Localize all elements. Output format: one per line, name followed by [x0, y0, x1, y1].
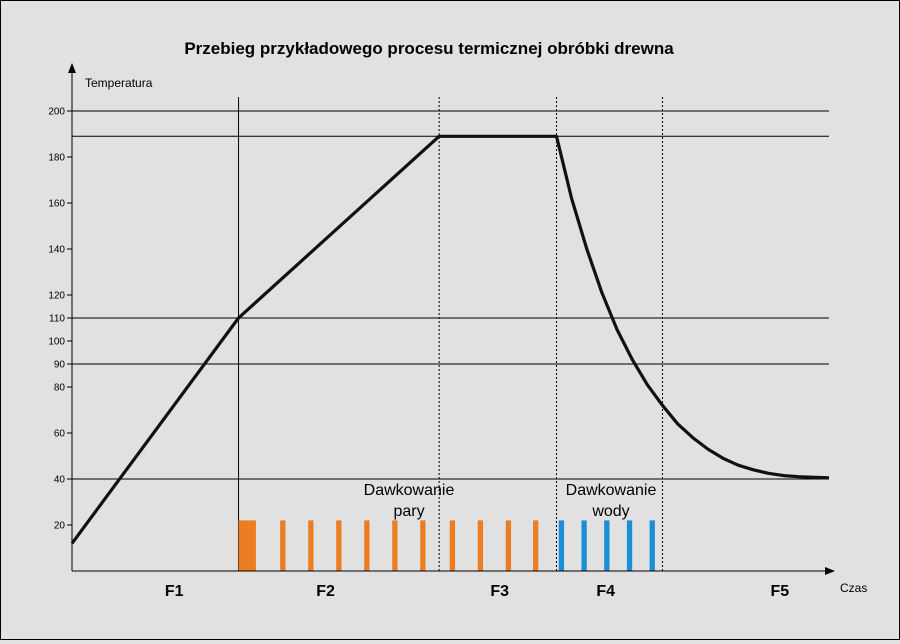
- steam-dosing-label-line2: pary: [393, 503, 424, 520]
- y-tick-label-200: 200: [48, 107, 65, 118]
- steam-pulse-2: [280, 520, 286, 571]
- steam-pulse-3: [308, 520, 314, 571]
- x-axis-arrow: [825, 567, 835, 575]
- water-dosing-label: Dawkowanie wody: [566, 482, 657, 520]
- water-pulse-2: [581, 520, 587, 571]
- y-tick-label-110: 110: [49, 314, 65, 325]
- water-pulse-1: [558, 520, 565, 571]
- y-tick-label-80: 80: [54, 383, 66, 394]
- y-tick-label-20: 20: [54, 521, 66, 532]
- phase-label-f5: F5: [770, 583, 789, 600]
- y-axis-arrow: [68, 63, 76, 73]
- y-axis-label: Temperatura: [85, 76, 153, 90]
- water-pulse-4: [626, 520, 633, 571]
- steam-pulse-6: [392, 520, 398, 571]
- steam-pulse-9: [477, 520, 484, 571]
- steam-pulse-5: [364, 520, 370, 571]
- water-pulse-3: [604, 520, 610, 571]
- y-tick-label-100: 100: [48, 337, 65, 348]
- steam-pulse-10: [505, 520, 512, 571]
- steam-pulse-11: [533, 520, 539, 571]
- y-tick-label-180: 180: [48, 153, 65, 164]
- water-pulse-5: [649, 520, 655, 571]
- y-tick-label-140: 140: [48, 245, 65, 256]
- phase-label-f4: F4: [596, 583, 615, 600]
- chart-title: Przebieg przykładowego procesu termiczne…: [184, 39, 674, 58]
- water-dosing-label-line1: Dawkowanie: [566, 482, 657, 499]
- steam-pulse-1: [238, 520, 256, 571]
- phase-label-f2: F2: [316, 583, 335, 600]
- y-tick-label-160: 160: [48, 199, 65, 210]
- y-tick-label-120: 120: [48, 291, 65, 302]
- y-tick-label-60: 60: [54, 429, 66, 440]
- phase-label-f3: F3: [490, 583, 509, 600]
- temperature-curve: [70, 134, 830, 545]
- steam-pulse-7: [420, 520, 426, 571]
- phase-labels: F1 F2 F3 F4 F5: [165, 583, 789, 600]
- y-tick-label-90: 90: [54, 360, 66, 371]
- steam-dosing-label-line1: Dawkowanie: [364, 482, 455, 499]
- steam-pulse-4: [336, 520, 342, 571]
- steam-dosing-label: Dawkowanie pary: [364, 482, 455, 520]
- dosing-pulses: [238, 520, 655, 571]
- phase-label-f1: F1: [165, 583, 184, 600]
- reference-lines: [72, 110, 829, 480]
- y-ticks: 20 40 60 80 90 100 110 120 140 160 180 200: [48, 107, 72, 532]
- phase-boundaries: [238, 97, 663, 571]
- y-tick-label-40: 40: [54, 475, 66, 486]
- water-dosing-label-line2: wody: [591, 503, 629, 520]
- x-axis-label: Czas: [840, 581, 867, 595]
- steam-pulse-8: [449, 520, 456, 571]
